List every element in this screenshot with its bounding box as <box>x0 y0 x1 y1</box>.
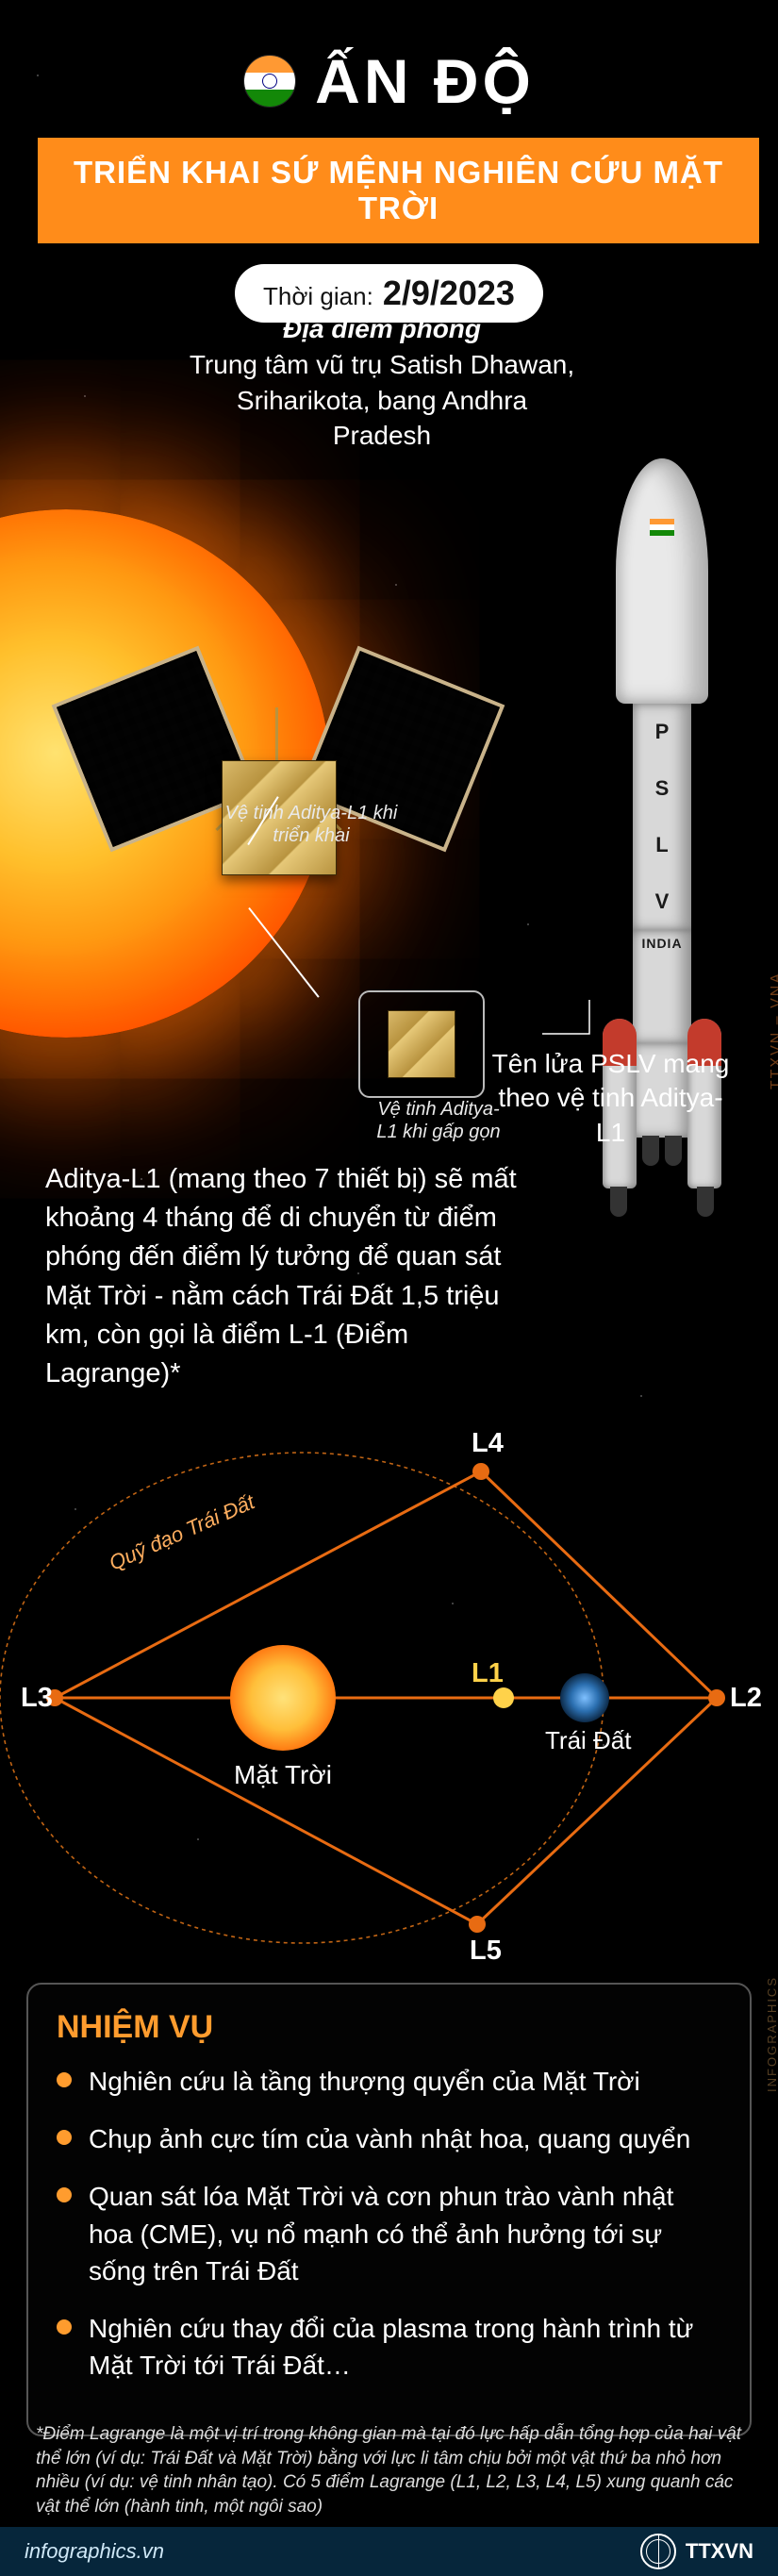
launch-site-label: Địa điểm phóng <box>184 311 580 347</box>
watermark-text: INFOGRAPHICS <box>765 1976 778 2092</box>
mission-item: Quan sát lóa Mặt Trời và cơn phun trào v… <box>57 2178 721 2289</box>
lagrange-label: L3 <box>21 1683 53 1714</box>
lagrange-svg <box>0 1415 778 1981</box>
diagram-earth-label: Trái Đất <box>545 1726 632 1755</box>
mission-item: Chụp ảnh cực tím của vành nhật hoa, quan… <box>57 2120 721 2157</box>
india-flag-icon <box>650 519 674 536</box>
rocket-letter: L <box>655 833 668 857</box>
lagrange-node <box>708 1689 725 1706</box>
sat-folded-label: Vệ tinh Aditya-L1 khi gấp gọn <box>368 1098 509 1143</box>
aditya-satellite-folded <box>358 990 485 1098</box>
launch-site-value: Trung tâm vũ trụ Satish Dhawan, Sriharik… <box>184 347 580 454</box>
diagram-sun <box>230 1645 336 1751</box>
diagram-sun-label: Mặt Trời <box>234 1760 332 1790</box>
diagram-earth <box>560 1673 609 1722</box>
lagrange-label: L5 <box>470 1936 502 1967</box>
rocket-letter: S <box>655 776 670 801</box>
rocket-letter: P <box>655 720 670 744</box>
subtitle-bar: TRIỂN KHAI SỨ MỆNH NGHIÊN CỨU MẶT TRỜI <box>38 138 759 243</box>
rocket-stage-letters: P S L V <box>633 704 691 930</box>
lagrange-diagram: Quỹ đạo Trái Đất L4 L1 L2 L3 L5 Mặt Trời… <box>0 1415 778 1981</box>
rocket-fairing <box>616 458 708 704</box>
rocket-country-label: INDIA <box>633 930 691 951</box>
mission-box: NHIỆM VỤ Nghiên cứu là tầng thượng quyển… <box>26 1983 752 2436</box>
lagrange-node-L1 <box>493 1687 514 1708</box>
lagrange-node <box>472 1463 489 1480</box>
mission-list: Nghiên cứu là tầng thượng quyển của Mặt … <box>57 2063 721 2384</box>
lagrange-label: L2 <box>730 1683 762 1714</box>
india-flag-icon <box>243 55 296 108</box>
lagrange-label: L1 <box>472 1658 504 1689</box>
mission-item: Nghiên cứu thay đổi của plasma trong hàn… <box>57 2310 721 2384</box>
footer-site: infographics.vn <box>25 2539 164 2564</box>
footnote: *Điểm Lagrange là một vị trí trong không… <box>36 2422 742 2519</box>
lagrange-label: L4 <box>472 1428 504 1459</box>
country-title: ẤN ĐỘ <box>315 45 535 117</box>
header: ẤN ĐỘ TRIỂN KHAI SỨ MỆNH NGHIÊN CỨU MẶT … <box>0 0 778 323</box>
watermark-text: TTXVN – VNA <box>769 972 778 1089</box>
sat-deployed-label: Vệ tinh Aditya-L1 khi triển khai <box>217 802 406 847</box>
footer: infographics.vn TTXVN <box>0 2527 778 2576</box>
lagrange-node <box>469 1916 486 1933</box>
rocket-label: Tên lửa PSLV mang theo vệ tinh Aditya-L1 <box>490 1047 731 1150</box>
date-label: Thời gian: <box>263 282 373 311</box>
agency-label: TTXVN <box>686 2539 753 2564</box>
mission-item: Nghiên cứu là tầng thượng quyển của Mặt … <box>57 2063 721 2100</box>
mission-heading: NHIỆM VỤ <box>57 2009 721 2046</box>
launch-site-text: Địa điểm phóng Trung tâm vũ trụ Satish D… <box>184 311 580 454</box>
rocket-letter: V <box>655 889 670 914</box>
agency-badge: TTXVN <box>640 2534 753 2569</box>
aditya-paragraph: Aditya-L1 (mang theo 7 thiết bị) sẽ mất … <box>45 1160 517 1393</box>
globe-icon <box>640 2534 676 2569</box>
date-value: 2/9/2023 <box>383 274 515 313</box>
rocket-stage-india: INDIA <box>633 930 691 1043</box>
